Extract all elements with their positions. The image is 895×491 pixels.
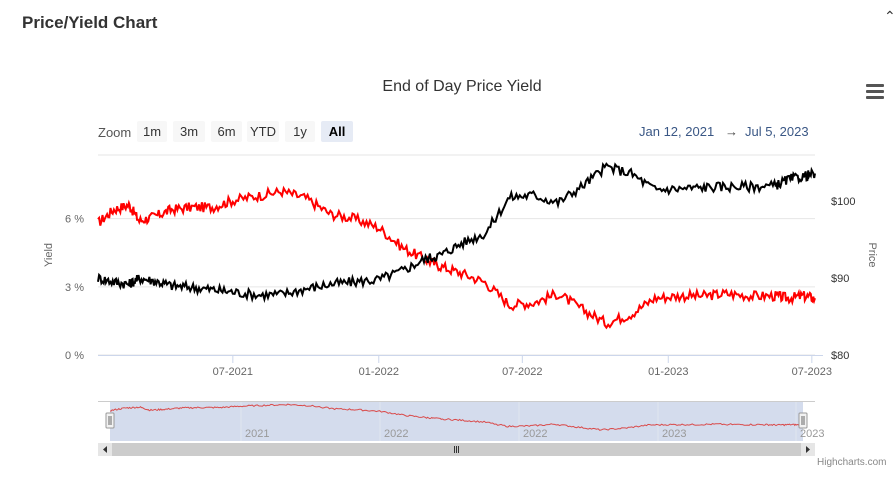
chart-title: End of Day Price Yield <box>382 78 542 95</box>
x-tick-label: 07-2021 <box>213 366 253 378</box>
zoom-3m-button[interactable]: 3m <box>173 121 205 142</box>
y-right-tick-label: $90 <box>831 273 849 285</box>
navigator-series-line <box>109 403 804 431</box>
axes: 0 % 3 % 6 % $80 $90 $100 Yield Price 07-2021 01-2… <box>43 196 878 378</box>
navigator-label: 2021 <box>245 428 269 440</box>
scroll-right-arrow-icon <box>806 446 810 453</box>
navigator-label: 2023 <box>800 428 824 440</box>
navigator-label: 2022 <box>523 428 547 440</box>
y-left-tick-label: 6 % <box>65 214 84 226</box>
navigator-right-handle[interactable] <box>798 412 808 429</box>
navigator-left-handle[interactable] <box>105 412 115 429</box>
navigator-label: 2022 <box>384 428 408 440</box>
hamburger-menu-icon[interactable] <box>866 84 884 100</box>
y-right-tick-label: $80 <box>831 350 849 362</box>
y-left-axis-title: Yield <box>43 243 55 267</box>
zoom-6m-button[interactable]: 6m <box>211 121 242 142</box>
zoom-label: Zoom <box>98 125 132 140</box>
x-tick-label: 07-2023 <box>792 366 832 378</box>
chevron-up-icon[interactable]: ⌃ <box>884 8 895 24</box>
zoom-1m-button[interactable]: 1m <box>137 121 167 142</box>
yield-series-line <box>97 185 816 330</box>
y-right-axis-title: Price <box>866 242 878 267</box>
series-lines <box>97 162 816 330</box>
y-left-tick-label: 3 % <box>65 282 84 294</box>
zoom-ytd-button[interactable]: YTD <box>247 121 279 142</box>
panel-title: Price/Yield Chart <box>22 13 158 32</box>
x-tick-label: 07-2022 <box>502 366 542 378</box>
y-right-tick-label: $100 <box>831 196 855 208</box>
credits-link[interactable]: Highcharts.com <box>817 457 887 468</box>
price-series-line <box>97 162 816 304</box>
zoom-all-button[interactable]: All <box>321 121 353 142</box>
zoom-1y-button[interactable]: 1y <box>285 121 315 142</box>
range-arrow: → <box>725 124 738 139</box>
scroll-left-arrow-icon <box>103 446 107 453</box>
range-to-date[interactable]: Jul 5, 2023 <box>745 124 809 139</box>
range-from-date[interactable]: Jan 12, 2021 <box>639 124 715 139</box>
y-left-tick-label: 0 % <box>65 350 84 362</box>
navigator[interactable]: 2021 2022 2022 2023 2023 <box>98 401 824 456</box>
navigator-label: 2023 <box>662 428 686 440</box>
x-tick-label: 01-2023 <box>648 366 688 378</box>
x-tick-label: 01-2022 <box>359 366 399 378</box>
